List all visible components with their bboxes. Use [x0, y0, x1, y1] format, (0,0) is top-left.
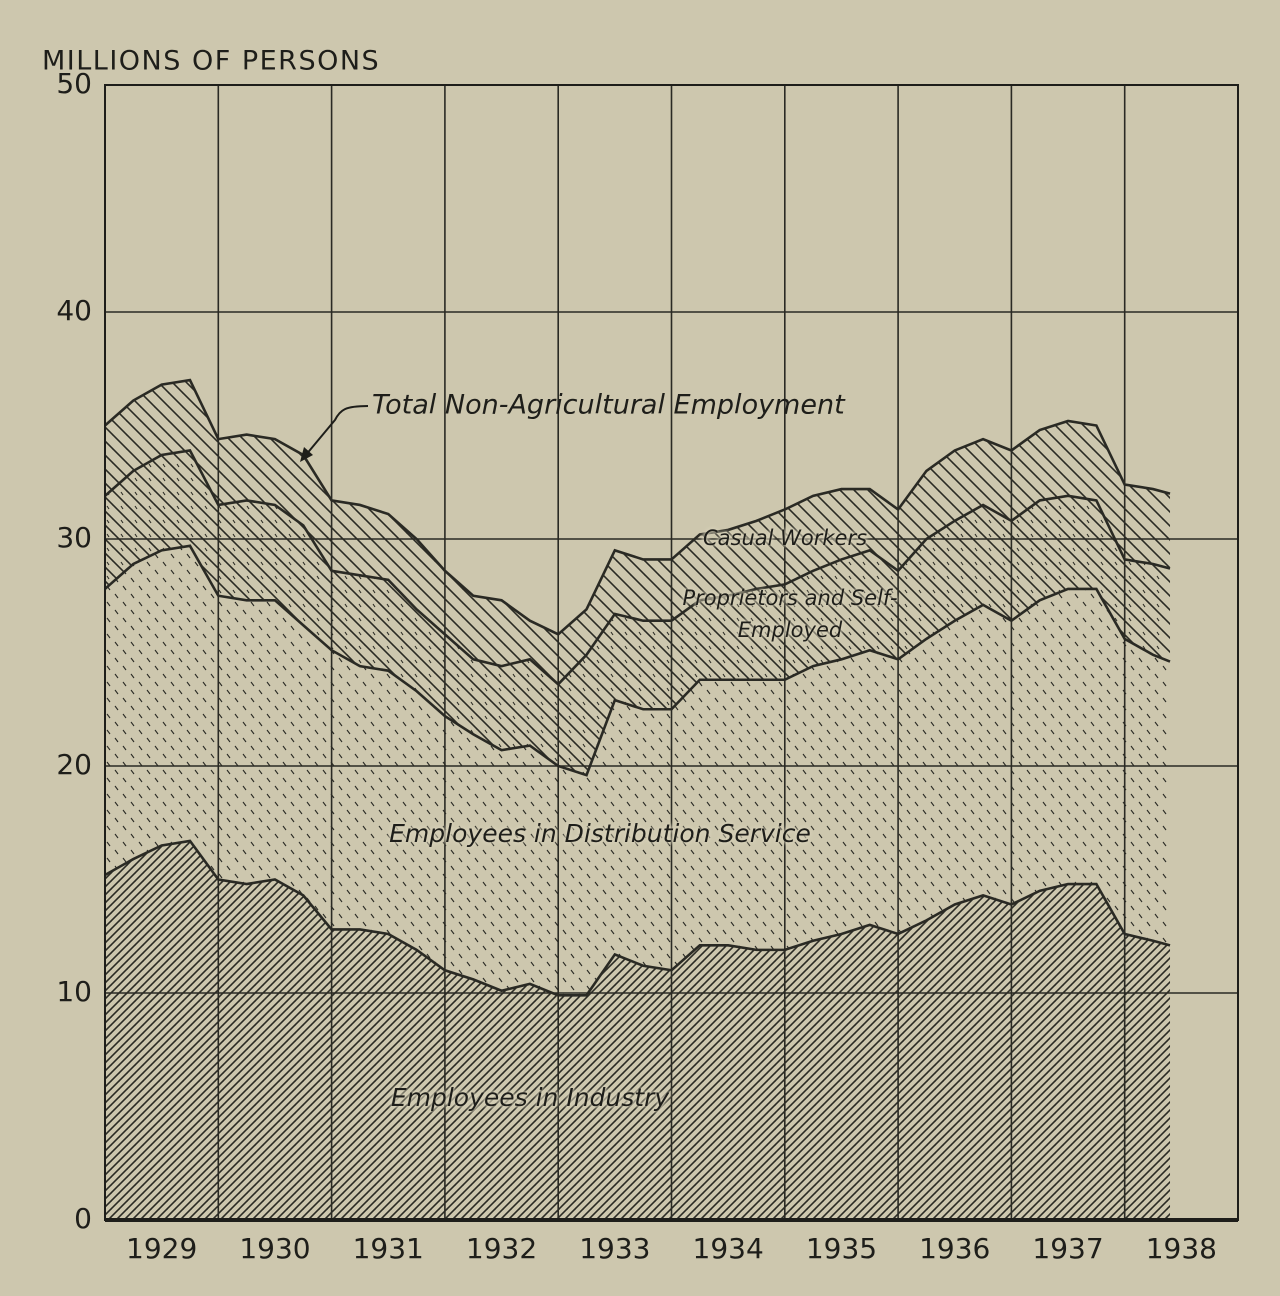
- x-tick-label: 1933: [579, 1232, 650, 1265]
- x-tick-label: 1931: [353, 1232, 424, 1265]
- x-tick-label: 1937: [1032, 1232, 1103, 1265]
- annotation-arrow: [304, 405, 369, 457]
- series-label: Employees in Industry: [390, 1083, 670, 1112]
- series-label: Proprietors and Self-Employed: [682, 586, 898, 642]
- y-tick-label: 0: [74, 1202, 92, 1235]
- y-tick-label: 40: [56, 294, 92, 327]
- area-fill: [105, 545, 1171, 996]
- x-tick-label: 1930: [239, 1232, 310, 1265]
- plot-frame: [104, 84, 1239, 1221]
- area-fill: [105, 840, 1171, 1220]
- y-tick-label: 20: [56, 748, 92, 781]
- series-label: Casual Workers: [702, 526, 868, 550]
- y-axis-title: MILLIONS OF PERSONS: [42, 46, 380, 77]
- area-fill: [105, 450, 1171, 776]
- series-label: Employees in Distribution Service: [389, 819, 811, 848]
- y-tick-label: 30: [56, 521, 92, 554]
- annotation: Total Non-Agricultural Employment: [372, 390, 846, 421]
- x-tick-label: 1932: [466, 1232, 537, 1265]
- y-tick-label: 50: [56, 67, 92, 100]
- x-tick-label: 1935: [806, 1232, 877, 1265]
- y-tick-label: 10: [56, 975, 92, 1008]
- x-tick-label: 1934: [693, 1232, 764, 1265]
- x-tick-label: 1936: [919, 1232, 990, 1265]
- area-outline: [104, 378, 1171, 636]
- x-tick-label: 1929: [126, 1232, 197, 1265]
- arrow-head: [300, 447, 313, 462]
- x-tick-label: 1938: [1146, 1232, 1217, 1265]
- area-fill: [105, 380, 1171, 685]
